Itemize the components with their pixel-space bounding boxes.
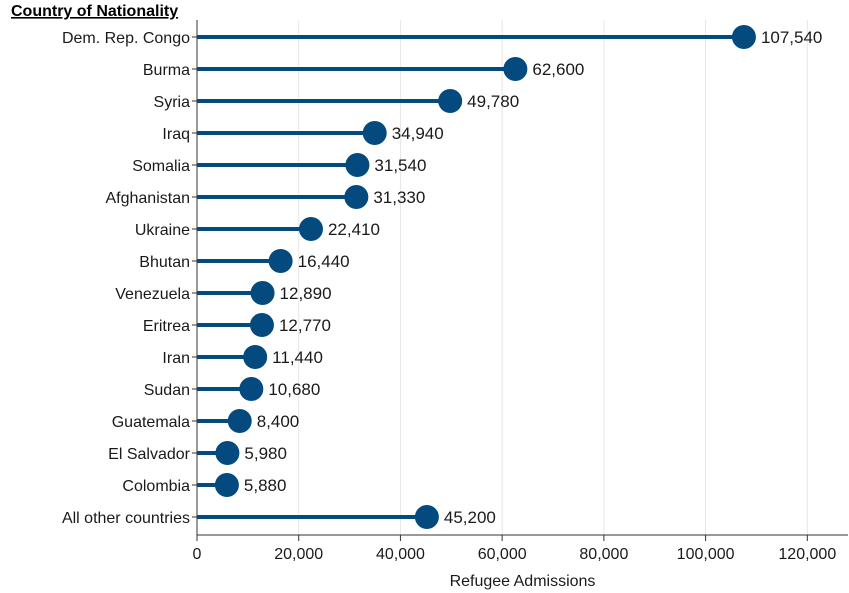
lollipop-row: El Salvador 5,980 xyxy=(108,441,287,465)
lollipop-dot xyxy=(243,345,268,369)
x-tick-label: 100,000 xyxy=(677,546,735,563)
lollipop-row: Iran 11,440 xyxy=(162,345,323,369)
lollipop-dot xyxy=(731,25,756,49)
category-label: Burma xyxy=(143,62,190,79)
lollipop-dot xyxy=(227,409,252,433)
axes xyxy=(196,20,848,536)
value-label: 5,980 xyxy=(244,444,287,463)
value-label: 62,600 xyxy=(532,60,584,79)
category-label: Bhutan xyxy=(139,254,190,271)
lollipop-row: Burma 62,600 xyxy=(143,57,584,81)
x-tick-label: 120,000 xyxy=(778,546,836,563)
lollipop-row: All other countries 45,200 xyxy=(62,505,496,529)
lollipop-row: Venezuela 12,890 xyxy=(115,281,332,305)
value-label: 31,330 xyxy=(373,188,425,207)
grid-lines xyxy=(298,20,808,535)
lollipop-row: Eritrea 12,770 xyxy=(143,313,331,337)
lollipop-row: Iraq 34,940 xyxy=(162,121,444,145)
column-header: Country of Nationality xyxy=(11,3,178,20)
category-label: Eritrea xyxy=(143,318,190,335)
value-label: 49,780 xyxy=(467,92,519,111)
lollipop-dot xyxy=(250,281,275,305)
x-tick-label: 40,000 xyxy=(376,546,425,563)
lollipop-dot xyxy=(268,249,293,273)
lollipop-row: Guatemala 8,400 xyxy=(112,409,300,433)
x-tick-label: 0 xyxy=(193,546,202,563)
lollipop-dot xyxy=(215,441,240,465)
value-label: 31,540 xyxy=(374,156,426,175)
lollipop-row: Sudan 10,680 xyxy=(144,377,320,401)
lollipop-dot xyxy=(214,473,239,497)
category-label: Guatemala xyxy=(112,414,190,431)
category-label: Afghanistan xyxy=(105,190,190,207)
category-label: Iraq xyxy=(162,126,190,143)
lollipop-dot xyxy=(438,89,463,113)
category-label: Syria xyxy=(154,94,191,111)
lollipop-row: Dem. Rep. Congo 107,540 xyxy=(62,25,822,49)
x-axis-ticks: 0 20,000 40,000 60,000 80,000 100,000 120,000 xyxy=(193,535,836,563)
x-tick-label: 20,000 xyxy=(274,546,323,563)
value-label: 5,880 xyxy=(244,476,287,495)
lollipop-row: Afghanistan 31,330 xyxy=(105,185,425,209)
lollipop-row: Colombia 5,880 xyxy=(122,473,286,497)
lollipop-row: Syria 49,780 xyxy=(154,89,519,113)
lollipop-row: Bhutan 16,440 xyxy=(139,249,350,273)
lollipop-dot xyxy=(503,57,528,81)
category-label: Somalia xyxy=(132,158,190,175)
category-label: El Salvador xyxy=(108,446,190,463)
value-label: 12,890 xyxy=(280,284,332,303)
x-tick-label: 60,000 xyxy=(478,546,527,563)
category-label: Dem. Rep. Congo xyxy=(62,30,190,47)
category-label: Venezuela xyxy=(115,286,190,303)
value-label: 107,540 xyxy=(761,28,822,47)
value-label: 16,440 xyxy=(298,252,350,271)
category-label: Ukraine xyxy=(135,222,190,239)
lollipop-dot xyxy=(239,377,264,401)
x-axis-title: Refugee Admissions xyxy=(450,573,596,590)
lollipop-dot xyxy=(414,505,439,529)
lollipop-row: Somalia 31,540 xyxy=(132,153,426,177)
value-label: 34,940 xyxy=(392,124,444,143)
lollipop-dot xyxy=(298,217,323,241)
value-label: 8,400 xyxy=(257,412,300,431)
value-label: 22,410 xyxy=(328,220,380,239)
category-label: Iran xyxy=(162,350,190,367)
lollipop-row: Ukraine 22,410 xyxy=(135,217,380,241)
value-label: 10,680 xyxy=(268,380,320,399)
lollipop-dot xyxy=(249,313,274,337)
x-tick-label: 80,000 xyxy=(579,546,628,563)
category-label: Sudan xyxy=(144,382,190,399)
lollipop-marks: Dem. Rep. Congo 107,540 Burma 62,600 Syria 49… xyxy=(62,25,822,529)
category-label: Colombia xyxy=(122,478,190,495)
category-label: All other countries xyxy=(62,510,190,527)
value-label: 12,770 xyxy=(279,316,331,335)
lollipop-dot xyxy=(345,153,370,177)
value-label: 11,440 xyxy=(272,348,323,367)
lollipop-dot xyxy=(344,185,369,209)
lollipop-dot xyxy=(362,121,387,145)
value-label: 45,200 xyxy=(444,508,496,527)
